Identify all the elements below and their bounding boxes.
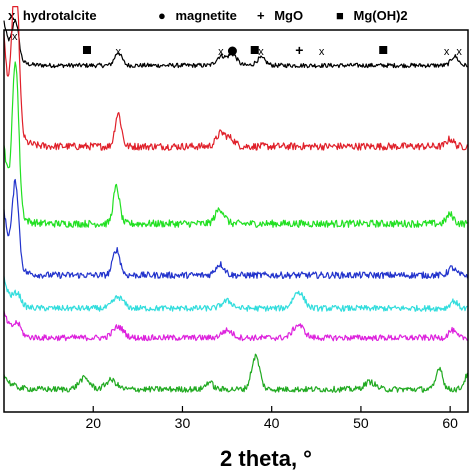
legend-label: MgO: [274, 8, 303, 23]
phase-markers: xx x x + x x x: [12, 31, 462, 58]
x-tick-label: 30: [175, 415, 191, 431]
legend-entry-mgoh2: ■ Mg(OH)2: [336, 8, 408, 23]
legend-label: hydrotalcite: [23, 8, 97, 23]
marker-hydrotalcite: x: [319, 46, 325, 58]
x-tick-label: 60: [442, 415, 458, 431]
x-tick-label: 40: [264, 415, 280, 431]
xrd-series-7: [3, 353, 468, 393]
marker-mgoh2: [82, 46, 91, 54]
legend-symbol: +: [257, 8, 265, 23]
marker-hydrotalcite: x: [444, 46, 450, 58]
marker-hydrotalcite: x: [258, 46, 264, 58]
legend-entry-mgo: + MgO: [257, 8, 303, 23]
xrd-series-2: [3, 5, 468, 151]
marker-mgoh2: [379, 46, 388, 54]
xrd-series-6: [3, 310, 468, 342]
marker-mgoh2: [250, 46, 259, 54]
legend-symbol: ●: [158, 8, 166, 23]
legend: x hydrotalcite ● magnetite + MgO ■ Mg(OH…: [8, 8, 408, 23]
xrd-series-1: [3, 18, 468, 69]
xrd-series-5: [3, 276, 468, 312]
x-tick-label: 50: [353, 415, 369, 431]
marker-hydrotalcite: x: [115, 46, 121, 58]
x-axis-title: 2 theta, °: [220, 446, 312, 471]
xrd-series-3: [3, 61, 468, 228]
marker-hydrotalcite: x: [12, 31, 18, 43]
legend-label: magnetite: [175, 8, 236, 23]
legend-label: Mg(OH)2: [353, 8, 407, 23]
legend-entry-hydrotalcite: x hydrotalcite: [8, 8, 97, 23]
legend-symbol: ■: [336, 8, 344, 23]
marker-hydrotalcite: x: [456, 46, 462, 58]
plot-frame: [3, 29, 469, 413]
marker-mgo: +: [295, 42, 303, 58]
marker-magnetite: [227, 46, 237, 56]
marker-hydrotalcite: x: [218, 46, 224, 58]
xrd-series-4: [3, 178, 468, 280]
legend-entry-magnetite: ● magnetite: [158, 8, 237, 23]
x-axis-ticks: 20 30 40 50 60: [85, 406, 458, 431]
series-group: [3, 5, 468, 393]
x-tick-label: 20: [85, 415, 101, 431]
